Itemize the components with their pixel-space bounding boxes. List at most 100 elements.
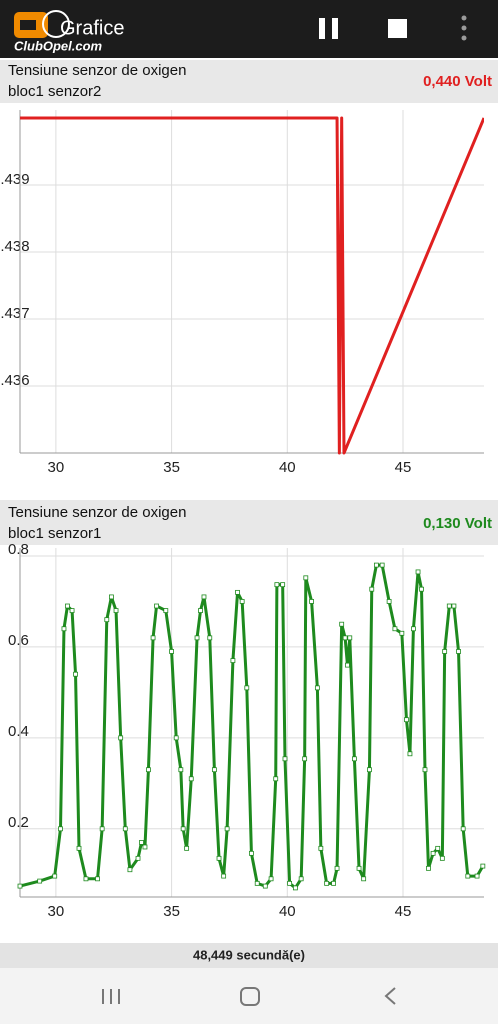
y-tick-label: 0.438 [0, 238, 30, 255]
data-point [99, 826, 105, 832]
data-point [292, 885, 298, 891]
data-point [230, 658, 236, 663]
x-tick-label: 30 [48, 459, 65, 476]
data-point [239, 599, 245, 604]
menu-button[interactable] [461, 15, 467, 41]
data-point [180, 826, 186, 832]
data-point [303, 575, 309, 581]
data-point [194, 635, 200, 641]
data-point [422, 767, 428, 773]
data-point [430, 850, 436, 856]
data-point [367, 767, 372, 773]
data-point [201, 594, 207, 600]
data-point [309, 599, 314, 604]
data-point [188, 776, 194, 782]
y-tick-label: 0.8 [8, 541, 29, 558]
footer-bar [0, 943, 498, 968]
data-point [446, 603, 452, 609]
data-point [37, 878, 43, 884]
nav-bar [0, 968, 498, 1024]
data-point [127, 867, 133, 873]
data-point [254, 880, 260, 886]
x-tick-label: 45 [395, 903, 412, 920]
x-tick-label: 30 [48, 903, 65, 920]
x-tick-label: 45 [395, 459, 412, 476]
logo-icon [14, 10, 70, 38]
data-point [435, 845, 441, 851]
data-point [339, 621, 345, 627]
data-point [419, 586, 424, 592]
data-point [69, 608, 75, 613]
data-point [163, 608, 169, 613]
data-point [411, 626, 416, 632]
data-point [178, 767, 184, 773]
data-line [20, 116, 484, 455]
recent-apps-button[interactable] [102, 989, 120, 1004]
data-point [474, 873, 480, 879]
y-tick-label: 0.436 [0, 372, 30, 389]
data-point [361, 876, 367, 882]
data-point [216, 855, 222, 861]
chart-title: Tensiune senzor de oxigen [8, 62, 186, 79]
data-point [331, 880, 336, 886]
chart-header [0, 60, 498, 103]
data-point [442, 649, 448, 654]
data-point [342, 635, 348, 641]
data-point [244, 685, 250, 691]
y-tick-label: 0.4 [8, 723, 29, 740]
app-title: Grafice [60, 17, 124, 39]
data-point [404, 717, 409, 723]
x-tick-label: 40 [279, 459, 296, 476]
data-point [118, 735, 124, 741]
data-line [20, 563, 484, 890]
data-point [58, 826, 63, 832]
data-point [460, 826, 466, 832]
data-point [169, 649, 174, 654]
data-point [224, 826, 230, 832]
current-reading: 0,130 Volt [423, 515, 492, 532]
y-tick-label: 0.2 [8, 814, 29, 831]
back-button[interactable] [384, 987, 396, 1005]
data-point [369, 586, 375, 592]
data-point [95, 876, 100, 882]
data-point [314, 685, 320, 691]
data-point [373, 562, 379, 568]
data-point [386, 599, 392, 604]
data-point [221, 873, 227, 879]
data-point [280, 582, 286, 588]
data-point [347, 635, 353, 641]
current-reading: 0,440 Volt [423, 73, 492, 90]
data-point [154, 603, 159, 609]
data-point [392, 626, 398, 632]
data-point [262, 883, 268, 889]
data-point [287, 880, 293, 886]
data-point [318, 845, 324, 851]
pause-button[interactable] [319, 18, 338, 39]
data-point [122, 826, 128, 832]
data-point [73, 671, 78, 677]
home-button[interactable] [240, 987, 260, 1006]
data-point [379, 562, 385, 568]
data-point [150, 635, 156, 641]
data-point [65, 603, 70, 609]
chart-title: Tensiune senzor de oxigen [8, 504, 186, 521]
data-point [52, 873, 58, 879]
data-point [274, 582, 280, 588]
data-point [173, 735, 179, 741]
data-point [268, 876, 274, 882]
data-point [146, 767, 151, 773]
data-point [426, 865, 431, 871]
data-point [139, 840, 144, 845]
data-point [109, 594, 114, 600]
data-point [451, 603, 457, 609]
data-point [104, 617, 110, 623]
data-point [415, 569, 421, 575]
chart-header [0, 500, 498, 545]
stop-button[interactable] [388, 19, 407, 38]
data-point [298, 876, 304, 882]
data-point [76, 845, 82, 851]
data-point [282, 756, 288, 762]
chart-subtitle: bloc1 senzor2 [8, 83, 101, 100]
x-tick-label: 35 [163, 459, 180, 476]
